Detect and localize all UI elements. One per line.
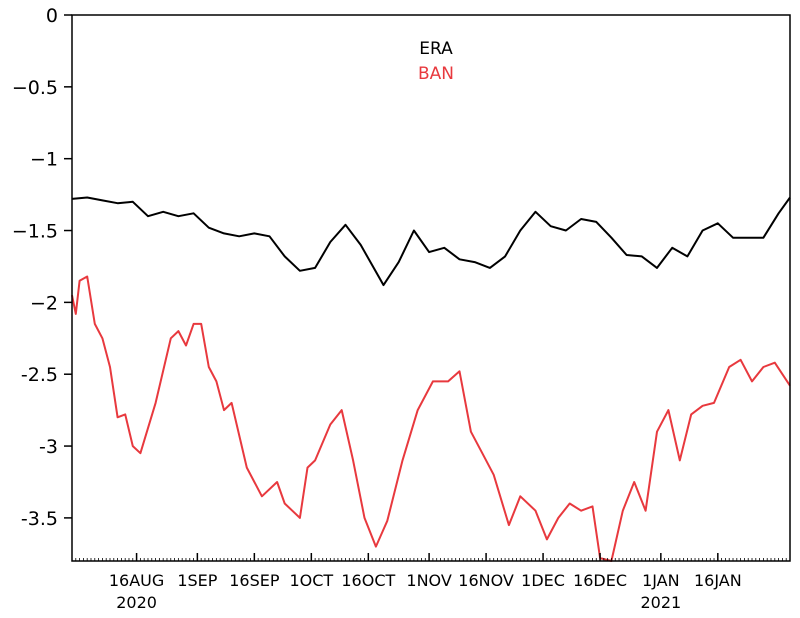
x-tick-label: 1SEP <box>177 571 217 590</box>
x-tick-label: 16JAN <box>694 571 742 590</box>
x-year-label: 2021 <box>640 593 681 612</box>
x-tick-label: 16SEP <box>229 571 280 590</box>
y-tick-label: −2 <box>30 292 58 314</box>
series-line-ban <box>71 275 791 562</box>
x-year-label: 2020 <box>116 593 157 612</box>
series-line-era <box>71 196 791 287</box>
x-axis: 16AUG 2020 1SEP 16SEP 1OCT 16OCT 1NOV 16NOV 1DEC… <box>71 553 791 612</box>
y-tick-label: −1.5 <box>12 221 58 243</box>
y-tick-label: −1 <box>30 149 58 171</box>
x-tick-label: 16NOV <box>458 571 514 590</box>
legend-label-era: ERA <box>419 39 453 59</box>
x-tick-label: 16DEC <box>573 571 627 590</box>
x-tick-label: 1OCT <box>289 571 333 590</box>
x-tick-label: 16OCT <box>341 571 395 590</box>
y-tick-label: -3 <box>39 436 58 458</box>
legend-label-ban: BAN <box>418 64 454 84</box>
y-axis: 0 −0.5 −1 −1.5 −2 -2.5 -3 -3.5 <box>12 5 72 530</box>
y-tick-label: −0.5 <box>12 77 58 99</box>
y-tick-label: -3.5 <box>21 508 58 530</box>
x-tick-label: 1JAN <box>642 571 680 590</box>
legend: ERA BAN <box>418 39 454 84</box>
x-tick-label: 1NOV <box>406 571 451 590</box>
y-tick-label: -2.5 <box>21 364 58 386</box>
x-tick-label: 1DEC <box>521 571 565 590</box>
plot-frame <box>71 14 791 562</box>
y-tick-label: 0 <box>46 5 58 27</box>
x-tick-label: 16AUG <box>109 571 164 590</box>
series-layer <box>71 196 791 562</box>
